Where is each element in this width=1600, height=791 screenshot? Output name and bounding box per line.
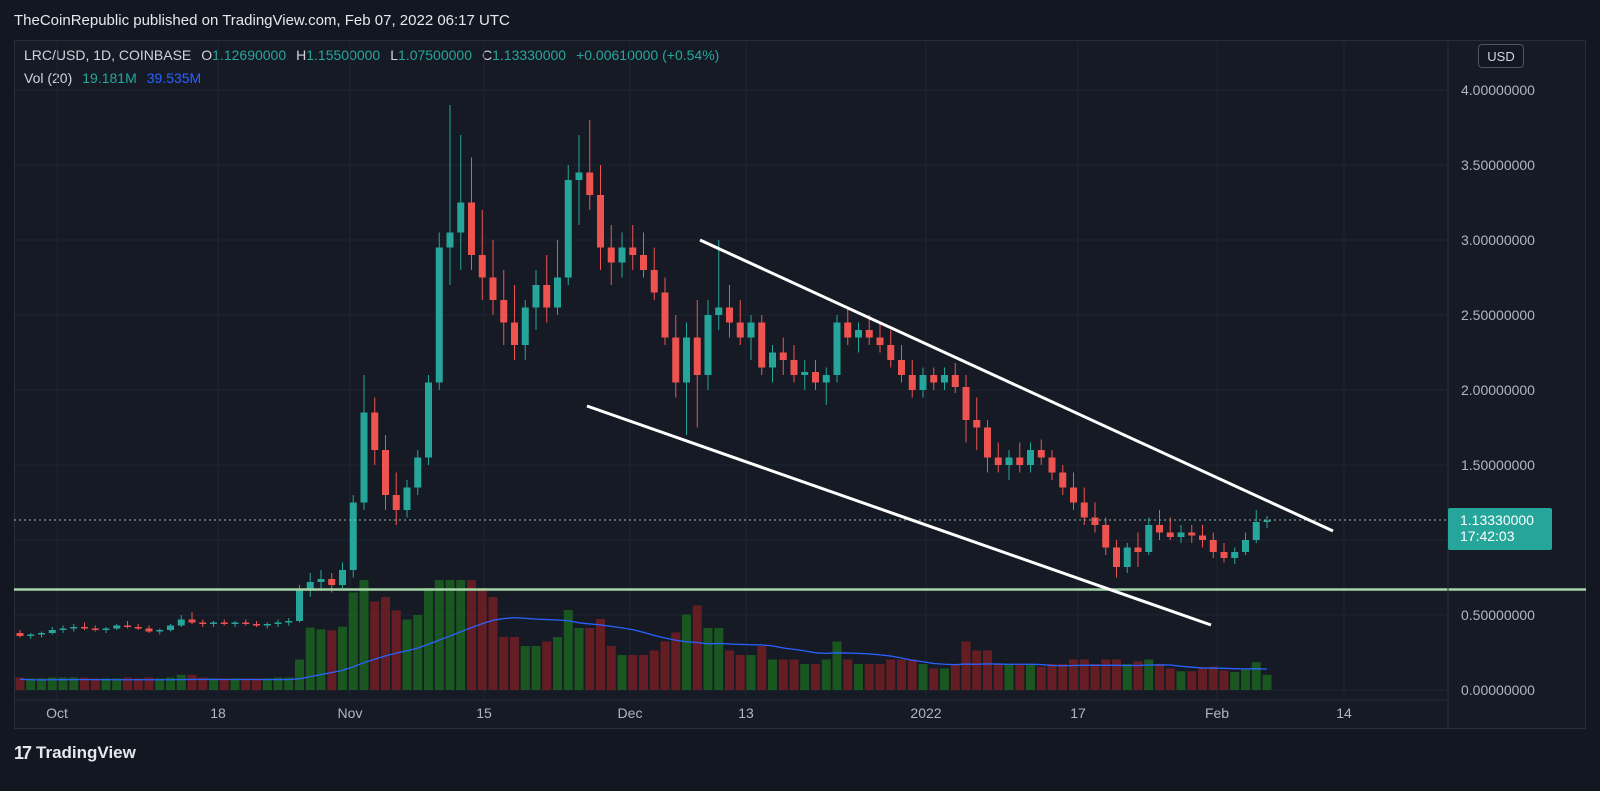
- tradingview-logo-icon: 17: [14, 742, 32, 763]
- ohlc-legend: LRC/USD, 1D, COINBASE O 1.12690000 H 1.1…: [24, 47, 719, 63]
- open-label: O: [201, 47, 213, 63]
- high-value: 1.15500000: [306, 47, 381, 63]
- chart-frame[interactable]: [14, 40, 1586, 729]
- volume-ma-value: 39.535M: [146, 70, 202, 86]
- high-label: H: [296, 47, 307, 63]
- close-value: 1.13330000: [492, 47, 567, 63]
- change-value: +0.00610000 (+0.54%): [576, 47, 720, 63]
- bar-countdown: 17:42:03: [1460, 528, 1515, 544]
- open-value: 1.12690000: [212, 47, 287, 63]
- tradingview-logo[interactable]: 17 TradingView: [14, 740, 136, 766]
- close-label: C: [481, 47, 493, 63]
- symbol-label[interactable]: LRC/USD, 1D, COINBASE: [24, 47, 192, 63]
- last-price-tag: 1.13330000 17:42:03: [1448, 508, 1552, 550]
- volume-value: 19.181M: [82, 70, 137, 86]
- currency-button[interactable]: USD: [1478, 44, 1524, 68]
- publisher-line: TheCoinRepublic published on TradingView…: [0, 0, 1600, 40]
- tradingview-brand: TradingView: [36, 743, 136, 762]
- publisher-text: TheCoinRepublic published on TradingView…: [14, 11, 510, 29]
- last-price-value: 1.13330000: [1460, 512, 1534, 528]
- low-value: 1.07500000: [398, 47, 472, 63]
- low-label: L: [390, 47, 399, 63]
- volume-legend: Vol (20) 19.181M 39.535M: [24, 70, 201, 86]
- volume-label[interactable]: Vol (20): [24, 70, 73, 86]
